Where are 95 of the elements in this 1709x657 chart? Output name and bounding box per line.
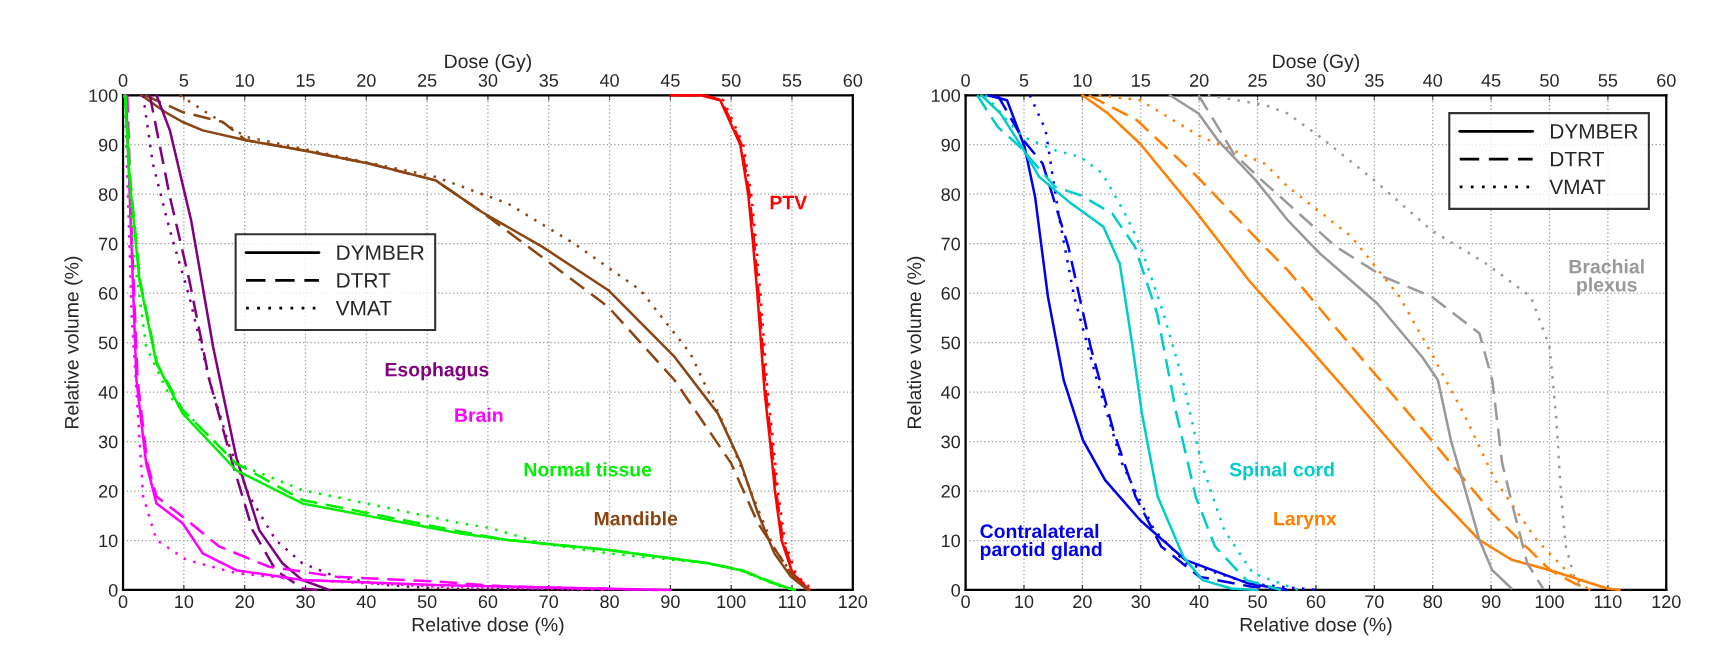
legend-label: DYMBER (1551, 124, 1638, 139)
x2-tick-label: 45 (660, 74, 680, 87)
x2-tick-label: 50 (1540, 74, 1559, 87)
y-tick-label: 40 (98, 386, 118, 399)
x2-tick-label: 60 (843, 74, 863, 87)
x-tick-label: 50 (1248, 595, 1267, 609)
x-tick-label: 100 (717, 595, 746, 609)
x2-tick-label: 30 (478, 74, 498, 87)
x2-tick-label: 15 (296, 74, 315, 87)
x-tick-label: 110 (1594, 595, 1622, 609)
x2-axis-title: Dose (Gy) (1273, 53, 1360, 73)
x2-tick-label: 55 (1598, 74, 1618, 87)
legend-label: DTRT (337, 273, 391, 288)
y-tick-label: 0 (951, 583, 961, 597)
x-tick-label: 40 (356, 595, 376, 609)
x2-tick-label: 30 (1306, 74, 1326, 87)
x2-tick-label: 55 (782, 74, 802, 87)
x-tick-label: 0 (961, 595, 970, 609)
y-tick-label: 40 (941, 386, 961, 399)
x-tick-label: 40 (1189, 595, 1209, 609)
x2-tick-label: 60 (1657, 74, 1676, 87)
y-tick-label: 50 (941, 336, 961, 350)
text: Spinal cord (1229, 462, 1334, 481)
x-tick-label: 70 (1365, 595, 1384, 609)
x-tick-label: 50 (417, 595, 437, 609)
y-tick-label: 70 (941, 237, 961, 251)
y-axis-title: Relative volume (%) (906, 256, 926, 429)
x2-tick-label: 5 (179, 74, 189, 87)
legend-label: VMAT (1549, 179, 1606, 195)
x-tick-label: 80 (1423, 595, 1443, 609)
y-tick-label: 10 (99, 534, 118, 548)
x2-tick-label: 25 (1248, 74, 1267, 87)
x-tick-label: 120 (1652, 595, 1681, 609)
y-tick-label: 80 (941, 188, 961, 201)
x-tick-label: 60 (478, 595, 498, 609)
x-tick-label: 30 (296, 595, 315, 609)
x-tick-label: 20 (1073, 595, 1092, 609)
x2-axis-title: Dose (Gy) (445, 53, 532, 73)
x-tick-label: 30 (1131, 595, 1151, 609)
x-tick-label: 60 (1306, 595, 1326, 609)
x2-tick-label: 5 (1019, 74, 1029, 87)
x-tick-label: 10 (1015, 595, 1034, 609)
x-tick-label: 90 (661, 595, 680, 609)
y-tick-label: 80 (98, 188, 118, 201)
y-tick-label: 30 (941, 435, 961, 449)
x2-tick-label: 10 (236, 74, 255, 87)
y-tick-label: 70 (99, 237, 118, 251)
x-tick-label: 10 (175, 595, 194, 609)
x-tick-label: 20 (235, 595, 255, 609)
legend-label: DYMBER (337, 245, 424, 260)
x2-tick-label: 0 (118, 74, 128, 87)
x2-tick-label: 15 (1132, 74, 1151, 87)
y-tick-label: 10 (942, 534, 961, 548)
x-tick-label: 110 (778, 595, 806, 609)
x2-tick-label: 45 (1481, 74, 1501, 87)
y-tick-label: 60 (941, 287, 961, 300)
x2-tick-label: 0 (961, 74, 970, 87)
x2-tick-label: 20 (357, 74, 376, 87)
legend-label: VMAT (335, 301, 392, 316)
text: Normal tissue (524, 462, 652, 477)
x-tick-label: 70 (539, 595, 559, 609)
y-tick-label: 60 (99, 287, 118, 300)
y-tick-label: 20 (99, 484, 118, 498)
x2-tick-label: 25 (417, 74, 437, 87)
x-axis-title: Relative dose (%) (412, 617, 564, 636)
text: Mandible (594, 511, 678, 526)
x2-tick-label: 40 (599, 74, 619, 87)
x2-tick-label: 35 (539, 74, 559, 87)
y-tick-label: 100 (89, 89, 118, 102)
x-tick-label: 90 (1481, 595, 1501, 609)
text: Larynx (1274, 511, 1337, 530)
x-tick-label: 120 (839, 595, 868, 609)
series-label: Contralateral parotid gland (980, 523, 1102, 561)
y-tick-label: 100 (931, 89, 961, 102)
x2-tick-label: 10 (1073, 74, 1092, 87)
x-tick-label: 80 (600, 595, 619, 609)
x2-tick-label: 40 (1423, 74, 1443, 87)
x-axis-title: Relative dose (%) (1240, 617, 1392, 636)
y-tick-label: 20 (941, 484, 961, 498)
x2-tick-label: 35 (1364, 74, 1384, 87)
y-tick-label: 30 (98, 435, 118, 449)
x-tick-label: 100 (1535, 595, 1564, 609)
text: Brain (455, 407, 503, 423)
x-tick-label: 0 (118, 595, 128, 609)
legend-label: DTRT (1551, 152, 1604, 167)
y-axis-title: Relative volume (%) (64, 256, 83, 429)
series-label: PTV (770, 195, 808, 210)
y-tick-label: 50 (98, 336, 118, 350)
x2-tick-label: 50 (721, 74, 741, 87)
x2-tick-label: 20 (1190, 74, 1209, 87)
text: Brachial plexus (1569, 259, 1644, 296)
y-tick-label: 90 (941, 138, 961, 152)
y-tick-label: 90 (98, 138, 118, 152)
text: Esophagus (385, 362, 489, 381)
y-tick-label: 0 (108, 583, 118, 597)
